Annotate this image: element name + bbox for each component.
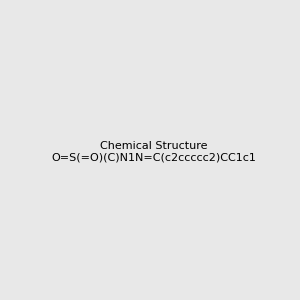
Text: Chemical Structure
O=S(=O)(C)N1N=C(c2ccccc2)CC1c1: Chemical Structure O=S(=O)(C)N1N=C(c2ccc… bbox=[51, 141, 256, 162]
